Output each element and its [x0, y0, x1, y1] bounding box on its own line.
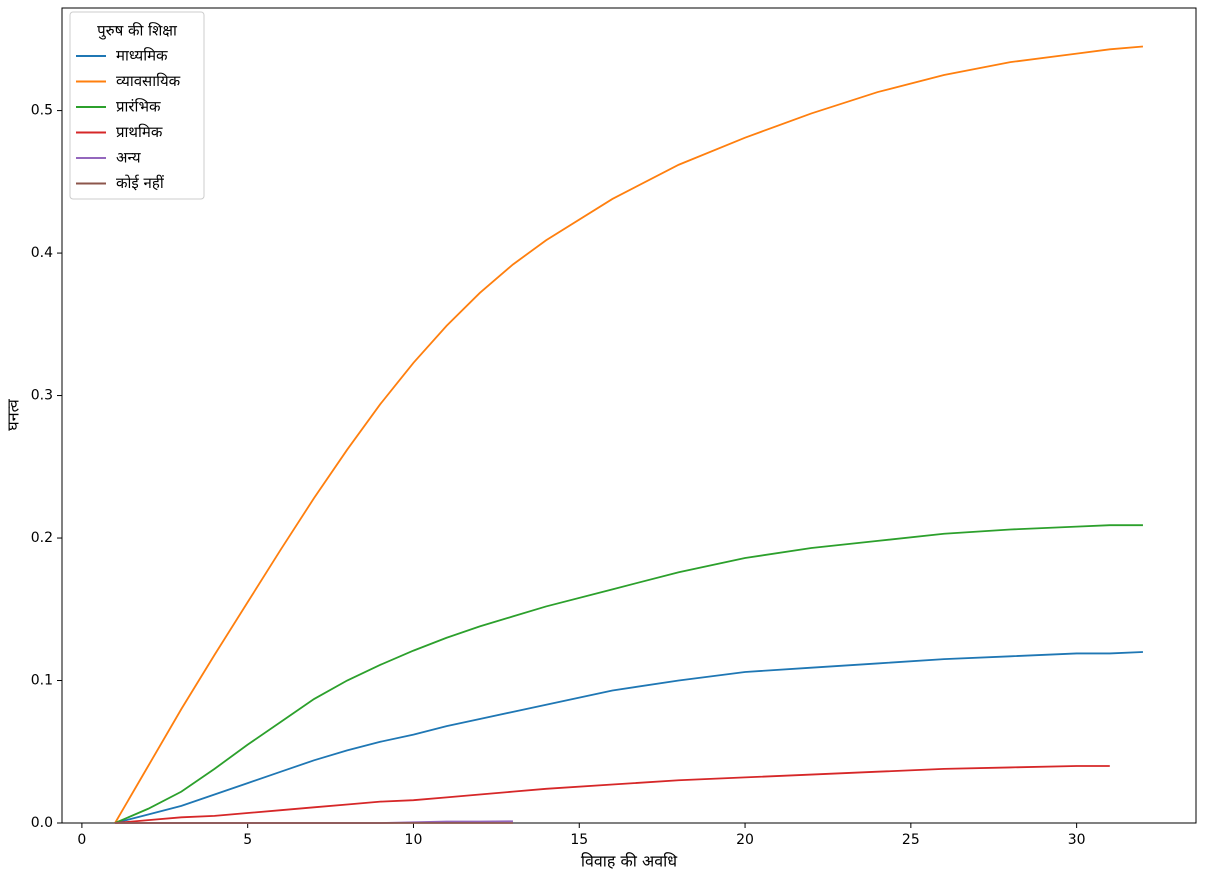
y-tick-label: 0.4 — [31, 245, 53, 261]
x-tick-label: 10 — [405, 832, 423, 848]
legend-label: अन्य — [116, 149, 141, 167]
line-series — [114, 45, 1144, 824]
x-axis-label: विवाह की अवधि — [581, 852, 678, 871]
y-tick-label: 0.0 — [31, 815, 53, 831]
x-tick-label: 25 — [902, 832, 920, 848]
x-tick-label: 15 — [570, 832, 588, 848]
legend-label: प्राथमिक — [116, 123, 163, 141]
legend-label: माध्यमिक — [116, 47, 168, 65]
y-tick-label: 0.3 — [31, 388, 53, 404]
x-tick-label: 0 — [77, 832, 86, 848]
x-tick-label: 30 — [1068, 832, 1086, 848]
line-series — [114, 524, 1143, 824]
line-series — [114, 765, 1110, 824]
y-tick-label: 0.2 — [31, 530, 53, 546]
x-tick-label: 20 — [736, 832, 754, 848]
plot-frame — [61, 7, 1197, 824]
y-tick-label: 0.1 — [31, 673, 53, 689]
legend-label: कोई नहीं — [116, 174, 165, 192]
legend-box — [69, 11, 205, 200]
y-axis-label: घनत्व — [4, 398, 23, 431]
legend-label: प्रारंभिक — [116, 98, 161, 116]
y-tick-label: 0.5 — [31, 103, 53, 119]
line-series — [114, 651, 1143, 824]
legend-label: व्यावसायिक — [116, 72, 181, 90]
legend-title: पुरुष की शिक्षा — [97, 22, 178, 41]
x-tick-label: 5 — [243, 832, 252, 848]
